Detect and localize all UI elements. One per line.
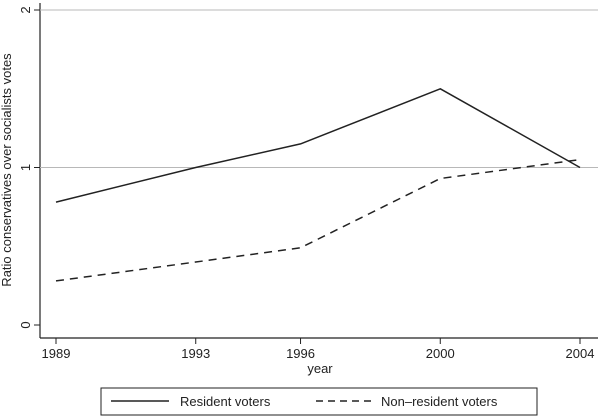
gridlines — [40, 9, 598, 168]
x-tick-label-1996: 1996 — [286, 346, 315, 361]
x-axis-ticks: 1989 1993 1996 2000 2004 — [42, 338, 595, 361]
y-axis-ticks: 0 1 2 — [18, 6, 40, 329]
legend: Resident voters Non–resident voters — [100, 387, 538, 416]
y-axis-label: Ratio conservatives over socialists vote… — [0, 53, 14, 287]
legend-label-resident: Resident voters — [180, 394, 271, 409]
series-lines — [55, 88, 581, 282]
y-tick-label-1: 1 — [18, 164, 33, 171]
x-tick-label-2004: 2004 — [566, 346, 595, 361]
series-line-non-resident-voters — [55, 158, 581, 282]
series-line-resident-voters — [55, 88, 581, 203]
y-tick-label-2: 2 — [18, 6, 33, 13]
x-tick-label-1993: 1993 — [181, 346, 210, 361]
x-tick-label-1989: 1989 — [42, 346, 71, 361]
x-tick-label-2000: 2000 — [426, 346, 455, 361]
x-axis-label: year — [307, 361, 333, 376]
legend-label-nonresident: Non–resident voters — [381, 394, 498, 409]
y-tick-label-0: 0 — [18, 321, 33, 328]
